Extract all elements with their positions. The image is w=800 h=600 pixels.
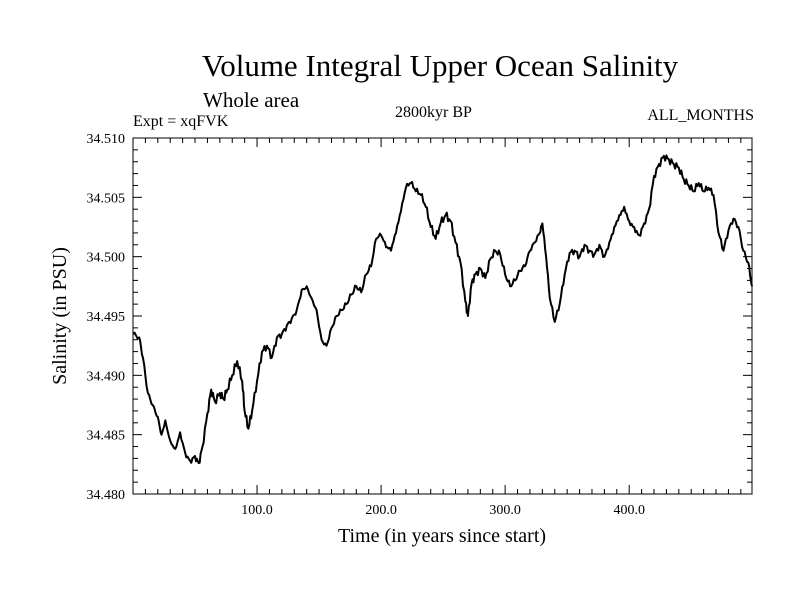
salinity-series-line [132, 154, 753, 465]
y-tick-label: 34.485 [87, 429, 126, 444]
y-axis-label: Salinity (in PSU) [49, 247, 71, 385]
x-tick-label: 300.0 [489, 503, 521, 518]
chart-title: Volume Integral Upper Ocean Salinity [201, 48, 679, 83]
x-tick-label: 200.0 [365, 503, 397, 518]
y-tick-label: 34.480 [87, 488, 126, 503]
plot-frame [132, 137, 753, 495]
experiment-label: Expt = xqFVK [133, 113, 229, 130]
chart-subtitle: Whole area [203, 88, 300, 112]
axis-tick-labels: 100.0 200.0 300.0 400.0 34.480 34.485 34.490 34… [87, 132, 645, 518]
y-tick-label: 34.495 [87, 310, 126, 325]
period-label: 2800kyr BP [395, 104, 472, 121]
y-tick-label: 34.490 [87, 369, 126, 384]
y-tick-label: 34.500 [87, 251, 126, 266]
x-tick-label: 400.0 [613, 503, 645, 518]
y-tick-label: 34.510 [87, 132, 126, 147]
months-label: ALL_MONTHS [647, 107, 754, 124]
x-tick-label: 100.0 [241, 503, 273, 518]
y-tick-label: 34.505 [87, 191, 126, 206]
x-axis-label: Time (in years since start) [338, 525, 546, 547]
axis-ticks [133, 138, 752, 494]
